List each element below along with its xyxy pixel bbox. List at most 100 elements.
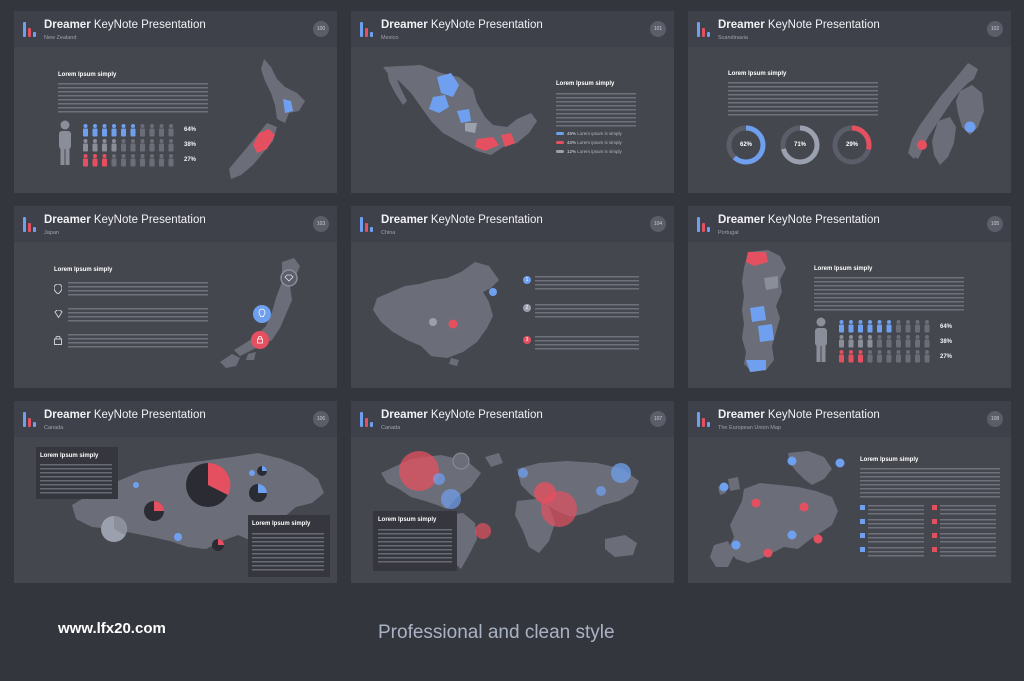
pictogram-person	[839, 335, 844, 339]
slide-header: Dreamer KeyNote Presentation Portugal 10…	[696, 212, 1003, 242]
lorem-heading: Lorem Ipsum simply	[556, 81, 615, 87]
world-map	[381, 451, 639, 569]
pictogram-person-body	[130, 128, 136, 137]
pictogram-person-body	[111, 143, 117, 152]
pictogram-person	[906, 335, 910, 339]
bar-logo-icon	[359, 216, 375, 232]
pictogram-person	[140, 154, 145, 158]
slide-header: Dreamer KeyNote Presentation China 104	[359, 212, 666, 242]
pictogram-person	[159, 154, 164, 158]
pictogram-person-body	[83, 128, 88, 137]
pictogram-person	[93, 139, 97, 143]
pictogram-person	[121, 139, 126, 143]
slide-number-badge: 104	[650, 216, 666, 232]
pictogram-person-body	[839, 339, 844, 348]
pictogram-person	[159, 124, 164, 128]
slide-mexico[interactable]: Dreamer KeyNote Presentation Mexico 101 …	[351, 11, 674, 193]
bar-logo-icon	[359, 411, 375, 427]
pictogram-person	[858, 350, 863, 354]
pictogram-person	[169, 124, 173, 128]
pictogram-person-body	[905, 354, 911, 363]
slide-europe[interactable]: Dreamer KeyNote Presentation The Europea…	[688, 401, 1011, 583]
slide-number-badge: 105	[987, 216, 1003, 232]
paragraph-lines	[378, 529, 452, 565]
stat-27: 27%	[184, 157, 197, 163]
pictogram-person	[131, 124, 135, 128]
bullet-grid	[860, 505, 1005, 581]
pictogram-person	[858, 335, 863, 339]
ring-charts	[726, 125, 872, 165]
pictogram-person-body	[121, 143, 126, 152]
slide-canada-russia[interactable]: Dreamer KeyNote Presentation Canada 106 …	[14, 401, 337, 583]
website-url[interactable]: www.lfx20.com	[58, 620, 166, 637]
slide-china[interactable]: Dreamer KeyNote Presentation China 104 1…	[351, 206, 674, 388]
legend-item: 45% Lorem ipsum is simply	[556, 131, 622, 136]
pictogram-person	[83, 139, 88, 143]
slide-world[interactable]: Dreamer KeyNote Presentation Canada 107 …	[351, 401, 674, 583]
pictogram-person-body	[83, 143, 88, 152]
pictogram-person-body	[168, 143, 174, 152]
slide-number-badge: 102	[987, 21, 1003, 37]
slide-header: Dreamer KeyNote Presentation Scandinavia…	[696, 17, 1003, 47]
pictogram-person-body	[111, 158, 117, 167]
paragraph-lines	[728, 82, 878, 116]
japan-map	[220, 258, 300, 368]
pictogram-person-body	[848, 324, 854, 333]
pictogram-person	[849, 320, 853, 324]
pictogram-person	[102, 139, 107, 143]
pictogram-person-body	[140, 128, 145, 137]
pictogram-person	[839, 320, 844, 324]
slide-scandinavia[interactable]: Dreamer KeyNote Presentation Scandinavia…	[688, 11, 1011, 193]
slide-title: Dreamer KeyNote Presentation	[44, 214, 206, 226]
pictogram-person-body	[92, 143, 98, 152]
pictogram-person	[887, 320, 891, 324]
paragraph-lines	[68, 334, 208, 350]
pictogram-person-body	[159, 158, 164, 167]
pictogram-person-body	[140, 158, 145, 167]
pictogram-person-body	[839, 324, 844, 333]
pictogram-person-body	[924, 339, 930, 348]
pictogram-person	[896, 350, 901, 354]
pictogram-person-body	[149, 158, 155, 167]
pictogram-person-body	[159, 143, 164, 152]
pictogram-person	[877, 335, 882, 339]
lorem-heading: Lorem Ipsum simply	[58, 72, 117, 78]
pictogram-person-body	[915, 339, 920, 348]
lorem-heading-2: Lorem Ipsum simply	[252, 521, 311, 527]
china-map	[373, 262, 499, 366]
pictogram-person	[121, 124, 126, 128]
paragraph-lines	[860, 468, 1000, 500]
pictogram-person-body	[92, 128, 98, 137]
slide-body: Lorem Ipsum simply 62% 71% 29%	[688, 47, 1011, 193]
slide-number-badge: 106	[313, 411, 329, 427]
pictogram-person	[169, 154, 173, 158]
pictogram-person	[150, 139, 154, 143]
pictogram-person-body	[915, 324, 920, 333]
slide-new-zealand[interactable]: Dreamer KeyNote Presentation New Zealand…	[14, 11, 337, 193]
pictogram-person-body	[159, 128, 164, 137]
pictogram-person-body	[877, 324, 882, 333]
pictogram-person-body	[858, 354, 863, 363]
pictogram-person	[868, 350, 872, 354]
slide-header: Dreamer KeyNote Presentation Mexico 101	[359, 17, 666, 47]
slide-header: Dreamer KeyNote Presentation New Zealand…	[22, 17, 329, 47]
bar-logo-icon	[22, 21, 38, 37]
lorem-heading: Lorem Ipsum simply	[860, 457, 919, 463]
slide-japan[interactable]: Dreamer KeyNote Presentation Japan 103 L…	[14, 206, 337, 388]
europe-map	[710, 451, 845, 567]
slide-number-badge: 100	[313, 21, 329, 37]
slide-subtitle: China	[381, 230, 396, 236]
lorem-heading: Lorem Ipsum simply	[728, 71, 787, 77]
slide-title: Dreamer KeyNote Presentation	[718, 214, 880, 226]
legend-item: 43% Lorem ipsum is simply	[556, 140, 622, 145]
paragraph-lines	[556, 93, 636, 127]
people-rows	[83, 124, 174, 167]
pictogram-person	[896, 320, 901, 324]
slide-portugal[interactable]: Dreamer KeyNote Presentation Portugal 10…	[688, 206, 1011, 388]
new-zealand-map	[229, 59, 305, 179]
slide-header: Dreamer KeyNote Presentation Japan 103	[22, 212, 329, 242]
pictogram-person	[131, 139, 135, 143]
pictogram-person-body	[924, 354, 930, 363]
slide-title: Dreamer KeyNote Presentation	[381, 19, 543, 31]
stat-64: 64%	[940, 324, 953, 330]
